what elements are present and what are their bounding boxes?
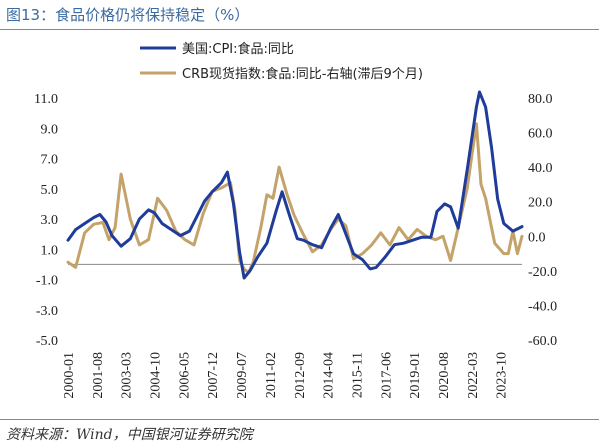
x-tick-label: 2019-01	[408, 352, 423, 399]
y-left-tick-label: 5.0	[41, 183, 59, 198]
x-tick-label: 2020-08	[437, 352, 452, 399]
x-tick-label: 2022-03	[466, 352, 481, 399]
x-tick-label: 2004-10	[149, 352, 164, 399]
y-left-tick-label: -3.0	[36, 304, 58, 319]
x-tick-label: 2012-09	[293, 352, 308, 399]
y-right-tick-label: 60.0	[528, 127, 553, 142]
y-right-tick-label: -20.0	[528, 265, 557, 280]
x-tick-label: 2001-08	[91, 352, 106, 399]
x-tick-label: 2023-10	[495, 352, 510, 399]
series-line-cpi	[66, 90, 524, 280]
y-right-tick-label: -60.0	[528, 334, 557, 349]
figure-title: 图13：食品价格仍将保持稳定（%）	[6, 6, 250, 24]
y-right-tick-label: 40.0	[528, 161, 553, 176]
y-left-tick-label: 9.0	[41, 122, 59, 137]
y-right-tick-label: 0.0	[528, 230, 546, 245]
x-tick-label: 2009-07	[235, 352, 250, 399]
source-note: 资料来源：Wind，中国银河证券研究院	[6, 427, 253, 443]
legend-label-crb: CRB现货指数:食品:同比-右轴(滞后9个月)	[182, 66, 423, 82]
y-left-tick-label: -1.0	[36, 274, 58, 289]
x-tick-label: 2014-04	[322, 352, 337, 399]
x-tick-label: 2015-11	[350, 352, 365, 398]
x-tick-label: 2000-01	[62, 352, 77, 399]
y-right-tick-label: -40.0	[528, 299, 557, 314]
y-right-tick-label: 80.0	[528, 92, 553, 107]
x-tick-label: 2003-03	[120, 352, 135, 399]
legend-label-cpi: 美国:CPI:食品:同比	[182, 41, 294, 57]
x-tick-label: 2017-06	[379, 352, 394, 399]
y-left-tick-label: -5.0	[36, 334, 58, 349]
x-tick-label: 2011-02	[264, 352, 279, 398]
y-right-tick-label: 20.0	[528, 196, 553, 211]
title-divider	[0, 29, 599, 30]
y-left-tick-label: 3.0	[41, 213, 59, 228]
bottom-divider	[0, 419, 599, 420]
x-tick-label: 2006-05	[177, 352, 192, 399]
title-bar: 图13：食品价格仍将保持稳定（%）	[0, 0, 599, 30]
series-line-crb	[66, 122, 524, 275]
x-tick-label: 2007-12	[206, 352, 221, 399]
y-left-tick-label: 1.0	[41, 243, 59, 258]
y-left-tick-label: 11.0	[34, 92, 58, 107]
y-left-tick-label: 7.0	[41, 153, 59, 168]
chart-svg: 11.0 9.0 7.0 5.0 3.0 1.0 -1.0 -3.0 -5.0 80.0 60.0 4…	[34, 41, 557, 399]
